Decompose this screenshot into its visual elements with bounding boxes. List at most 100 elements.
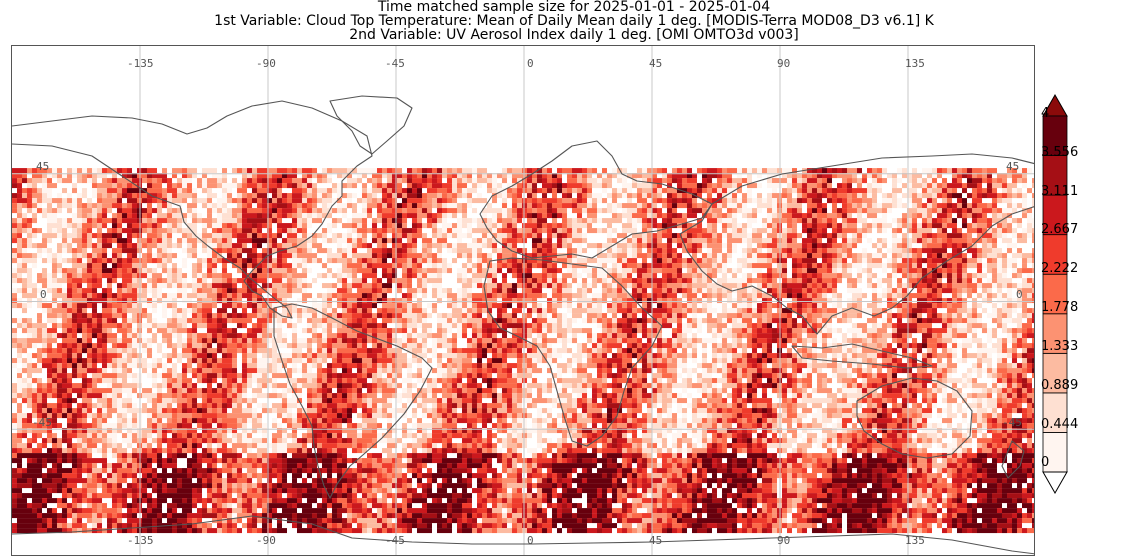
heatmap-cell xyxy=(272,233,277,239)
heatmap-cell xyxy=(82,203,87,209)
heatmap-cell xyxy=(357,243,362,249)
heatmap-cell xyxy=(257,218,262,224)
heatmap-cell xyxy=(257,253,262,259)
heatmap-cell xyxy=(37,248,42,254)
heatmap-cell xyxy=(212,168,217,174)
heatmap-cell xyxy=(32,253,37,259)
heatmap-cell xyxy=(112,268,117,274)
heatmap-cell xyxy=(657,198,662,204)
heatmap-cell xyxy=(532,173,537,179)
heatmap-cell xyxy=(757,183,762,189)
heatmap-cell xyxy=(392,263,397,269)
heatmap-cell xyxy=(442,238,447,244)
heatmap-cell xyxy=(752,238,757,244)
heatmap-cell xyxy=(637,308,642,314)
heatmap-cell xyxy=(597,198,602,204)
heatmap-cell xyxy=(182,188,187,194)
heatmap-cell xyxy=(57,248,62,254)
heatmap-cell xyxy=(712,288,717,294)
heatmap-cell xyxy=(767,168,772,174)
heatmap-cell xyxy=(792,243,797,249)
heatmap-cell xyxy=(107,293,112,299)
heatmap-cell xyxy=(417,228,422,234)
heatmap-cell xyxy=(227,228,232,234)
heatmap-cell xyxy=(767,178,772,184)
heatmap-cell xyxy=(462,298,467,304)
heatmap-cell xyxy=(937,218,942,224)
heatmap-cell xyxy=(222,268,227,274)
heatmap-cell xyxy=(337,243,342,249)
heatmap-cell xyxy=(742,278,747,284)
heatmap-cell xyxy=(437,218,442,224)
heatmap-cell xyxy=(647,243,652,249)
heatmap-cell xyxy=(417,258,422,264)
heatmap-cell xyxy=(842,243,847,249)
heatmap-cell xyxy=(227,273,232,279)
heatmap-cell xyxy=(627,263,632,269)
heatmap-cell xyxy=(302,198,307,204)
heatmap-cell xyxy=(557,183,562,189)
heatmap-cell xyxy=(62,293,67,299)
heatmap-cell xyxy=(487,183,492,189)
heatmap-cell xyxy=(982,223,987,229)
heatmap-cell xyxy=(667,263,672,269)
heatmap-cell xyxy=(962,303,967,309)
heatmap-cell xyxy=(312,213,317,219)
heatmap-cell xyxy=(17,218,22,224)
heatmap-cell xyxy=(492,183,497,189)
heatmap-cell xyxy=(147,178,152,184)
heatmap-cell xyxy=(742,238,747,244)
heatmap-cell xyxy=(857,218,862,224)
heatmap-cell xyxy=(717,193,722,199)
heatmap-cell xyxy=(627,268,632,274)
heatmap-cell xyxy=(612,253,617,259)
heatmap-cell xyxy=(862,228,867,234)
heatmap-cell xyxy=(82,188,87,194)
heatmap-cell xyxy=(487,288,492,294)
heatmap-cell xyxy=(452,243,457,249)
heatmap-cell xyxy=(732,208,737,214)
heatmap-cell xyxy=(682,283,687,289)
heatmap-cell xyxy=(287,278,292,284)
heatmap-cell xyxy=(22,173,27,179)
heatmap-cell xyxy=(727,178,732,184)
heatmap-cell xyxy=(502,198,507,204)
heatmap-cell xyxy=(157,218,162,224)
heatmap-cell xyxy=(782,278,787,284)
heatmap-cell xyxy=(172,268,177,274)
heatmap-cell xyxy=(647,218,652,224)
heatmap-cell xyxy=(312,198,317,204)
heatmap-cell xyxy=(447,293,452,299)
heatmap-cell xyxy=(502,188,507,194)
heatmap-cell xyxy=(812,308,817,314)
heatmap-cell xyxy=(902,298,907,304)
heatmap-cell xyxy=(82,228,87,234)
heatmap-cell xyxy=(282,168,287,174)
heatmap-cell xyxy=(412,258,417,264)
heatmap-cell xyxy=(382,258,387,264)
heatmap-cell xyxy=(477,308,482,314)
heatmap-cell xyxy=(107,193,112,199)
heatmap-cell xyxy=(902,243,907,249)
heatmap-cell xyxy=(67,168,72,174)
heatmap-cell xyxy=(982,233,987,239)
heatmap-cell xyxy=(997,173,1002,179)
heatmap-cell xyxy=(82,288,87,294)
heatmap-cell xyxy=(562,303,567,309)
heatmap-cell xyxy=(682,193,687,199)
heatmap-cell xyxy=(712,238,717,244)
heatmap-cell xyxy=(937,243,942,249)
heatmap-cell xyxy=(682,238,687,244)
heatmap-cell xyxy=(367,253,372,259)
heatmap-cell xyxy=(1022,238,1027,244)
heatmap-cell xyxy=(67,238,72,244)
heatmap-cell xyxy=(872,213,877,219)
heatmap-cell xyxy=(537,173,542,179)
heatmap-cell xyxy=(267,198,272,204)
heatmap-cell xyxy=(927,198,932,204)
heatmap-cell xyxy=(247,193,252,199)
heatmap-cell xyxy=(432,293,437,299)
heatmap-cell xyxy=(237,288,242,294)
heatmap-cell xyxy=(367,288,372,294)
heatmap-cell xyxy=(127,203,132,209)
